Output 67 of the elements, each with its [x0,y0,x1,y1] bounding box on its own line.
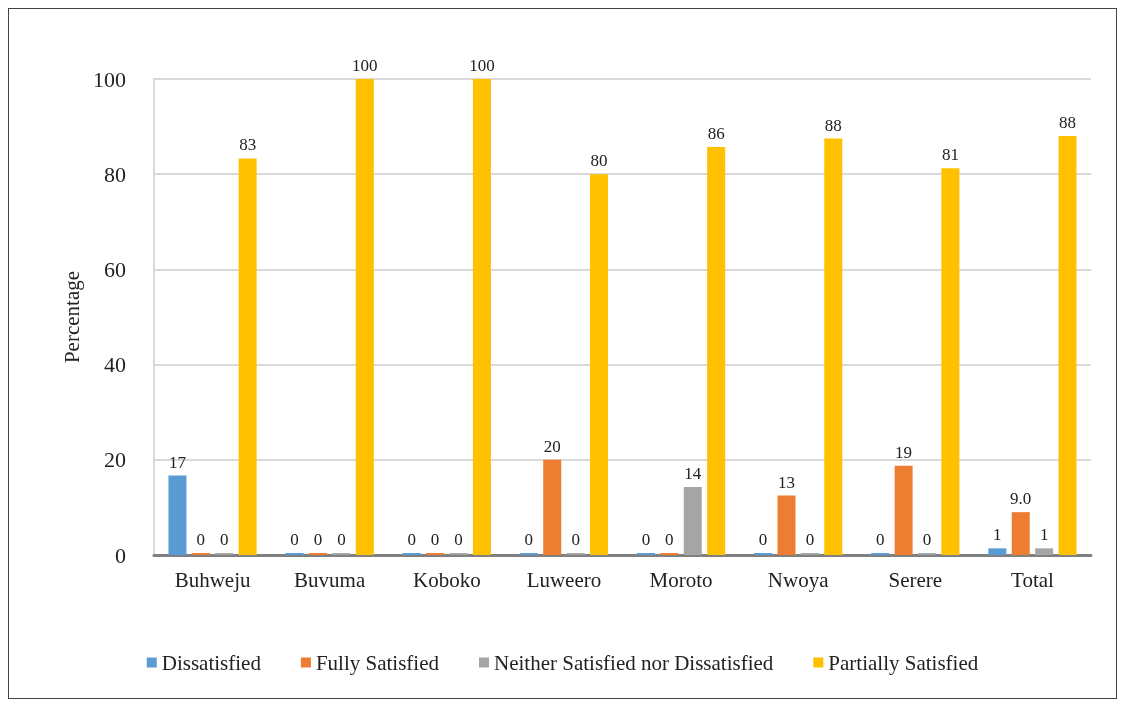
x-tick-label: Serere [888,567,943,592]
bar [824,138,843,555]
data-label: 20 [543,436,561,456]
y-tick-label: 80 [104,161,126,187]
data-label: 0 [430,530,440,549]
data-label: 0 [805,530,815,549]
bar [168,475,187,555]
y-tick-label: 100 [93,66,126,92]
data-label: 0 [922,530,932,549]
bar [238,158,257,555]
x-tick-label: Koboko [412,567,481,592]
y-tick-label: 40 [104,352,126,378]
data-label: 14 [684,463,702,483]
x-tick-label: Buvuma [294,567,366,592]
bar [590,174,609,555]
legend-label: Partially Satisfied [828,650,979,675]
data-label: 0 [875,530,885,549]
x-tick-label: Buhweju [174,567,251,592]
y-tick-label: 0 [115,542,126,568]
legend-label: Neither Satisfied nor Dissatisfied [494,650,774,675]
bar [894,465,913,555]
data-label: 0 [758,530,768,549]
data-label: 100 [352,56,378,75]
data-label: 0 [220,530,229,549]
x-tick-label: Total [1011,567,1055,592]
y-axis-title: Percentage [59,270,84,364]
data-label: 88 [1059,113,1077,133]
data-label: 81 [941,145,959,165]
bar [777,495,796,555]
data-label: 1 [1039,525,1049,545]
data-label: 88 [824,115,842,135]
bar [707,147,726,555]
data-label: 100 [469,56,495,75]
data-label: 0 [196,530,206,549]
y-tick-label: 60 [104,256,126,282]
data-label: 0 [407,530,416,549]
data-label: 9.0 [1010,489,1032,509]
data-label: 83 [239,135,257,155]
bar [988,548,1007,555]
legend-label: Fully Satisfied [315,650,440,675]
legend-label: Dissatisfied [161,650,262,675]
data-label: 0 [665,530,674,549]
data-label: 0 [641,530,651,549]
bar [1035,548,1054,555]
bar [472,79,491,555]
data-label: 86 [707,124,725,144]
y-tick-label: 20 [104,447,126,473]
data-label: 0 [313,530,323,549]
x-tick-label: Luweero [526,567,602,592]
data-label: 0 [454,530,463,549]
data-label: 17 [168,452,187,472]
data-label: 19 [895,442,913,462]
data-label: 13 [777,472,795,492]
data-label: 0 [337,530,346,549]
bar [1058,136,1077,555]
data-label: 0 [571,530,580,549]
x-tick-label: Nwoya [767,567,830,592]
data-label: 0 [290,530,299,549]
data-label: 1 [993,525,1002,545]
data-label: 0 [524,530,534,549]
bar [1011,512,1030,555]
x-tick-label: Moroto [649,567,713,592]
bar [543,459,562,555]
bar [941,168,960,555]
bar [683,486,702,555]
bar [355,79,374,555]
data-label: 80 [590,151,608,171]
